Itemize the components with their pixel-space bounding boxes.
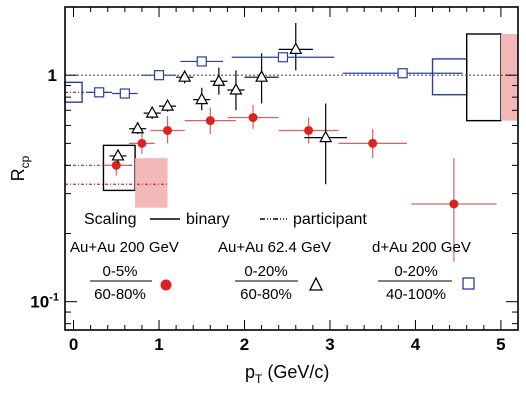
syst-box — [135, 158, 168, 208]
x-tick-label: 3 — [325, 335, 334, 354]
ratio-den-auau62: 60-80% — [240, 286, 292, 303]
x-tick-label: 5 — [496, 335, 505, 354]
system-legend: Au+Au 200 GeV 0-5% 60-80% Au+Au 62.4 GeV… — [70, 239, 475, 303]
data-points — [86, 22, 497, 262]
data-point-circle — [111, 160, 121, 170]
binary-legend-label: binary — [186, 211, 230, 228]
system-label-auau200: Au+Au 200 GeV — [70, 239, 179, 256]
y-axis-title: Rcp — [8, 155, 32, 181]
data-point-triangle — [111, 148, 125, 161]
x-tick-label: 1 — [154, 335, 163, 354]
syst-box — [431, 58, 468, 96]
syst-box — [500, 33, 518, 121]
data-point-triangle — [178, 69, 192, 82]
data-point-triangle — [131, 121, 145, 134]
scaling-legend-title: Scaling — [84, 211, 136, 228]
x-tick-label: 4 — [411, 335, 421, 354]
ratio-num-auau200: 0-5% — [102, 263, 137, 280]
scaling-legend: Scaling binary participant — [84, 211, 367, 228]
data-point-circle — [137, 138, 147, 148]
data-point-square — [397, 68, 408, 79]
data-point-triangle — [161, 98, 175, 111]
ratio-den-dau200: 40-100% — [386, 286, 446, 303]
data-point-triangle — [212, 74, 226, 86]
data-point-triangle — [289, 42, 303, 54]
data-point-circle — [163, 125, 173, 135]
data-point-square — [277, 52, 289, 63]
y-tick-label-0.1: 10-1 — [30, 292, 59, 312]
axis-ticks: 0 1 2 3 4 5 — [65, 6, 519, 354]
data-point-circle — [368, 138, 378, 148]
data-point-square — [153, 70, 165, 81]
x-axis-title: pT (GeV/c) — [245, 362, 329, 386]
plot-frame — [64, 6, 519, 331]
ratio-num-auau62: 0-20% — [244, 263, 287, 280]
x-tick-label: 0 — [69, 335, 78, 354]
data-point-square — [94, 87, 105, 98]
ratio-den-auau200: 60-80% — [94, 286, 146, 303]
legend-marker-filled-circle — [160, 279, 172, 291]
legend-marker-open-triangle — [308, 276, 324, 291]
data-point-circle — [205, 116, 215, 126]
y-tick-label-1: 1 — [48, 66, 57, 85]
participant-legend-label: participant — [293, 211, 367, 228]
x-tick-label: 2 — [240, 335, 249, 354]
data-point-circle — [449, 199, 459, 209]
system-label-auau62: Au+Au 62.4 GeV — [218, 239, 331, 256]
data-point-square — [119, 88, 130, 99]
legend-marker-open-square — [462, 277, 475, 290]
data-point-triangle — [319, 130, 333, 143]
systematic-boxes — [64, 33, 518, 208]
data-point-square — [196, 56, 207, 67]
reference-lines — [65, 74, 518, 185]
data-point-circle — [248, 113, 258, 123]
ratio-num-dau200: 0-20% — [394, 263, 437, 280]
system-label-dau200: d+Au 200 GeV — [372, 239, 471, 256]
data-point-triangle — [195, 92, 209, 105]
data-point-triangle — [255, 69, 269, 82]
data-point-circle — [304, 125, 314, 135]
syst-box — [466, 33, 502, 122]
data-point-triangle — [229, 82, 243, 95]
data-point-triangle — [145, 105, 159, 118]
